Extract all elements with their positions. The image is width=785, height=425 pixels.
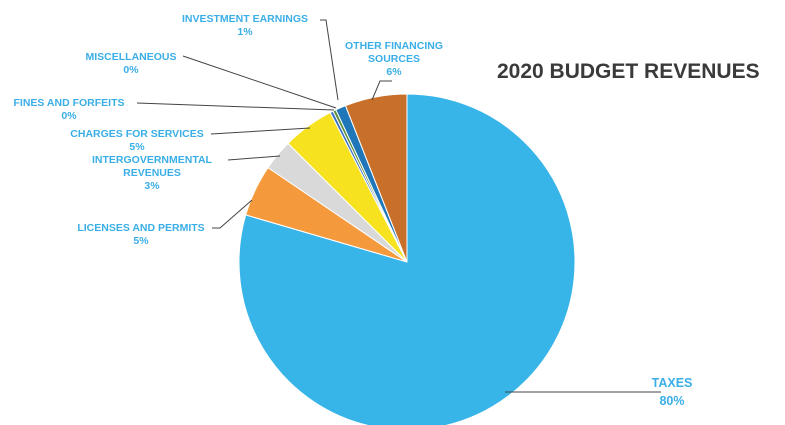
- slice-value-charges-for-services: 5%: [129, 141, 145, 153]
- pie-slice-taxes: [238, 93, 576, 425]
- slice-value-investment-earnings: 1%: [237, 26, 253, 38]
- leader-line-investment-earnings: [320, 19, 339, 101]
- slice-name-intergovernmental-revenues: INTERGOVERNMENTAL: [92, 154, 213, 166]
- pie-slices: [238, 93, 576, 425]
- leader-line-licenses-and-permits: [212, 199, 253, 229]
- slice-name-charges-for-services: CHARGES FOR SERVICES: [70, 128, 203, 140]
- slice-label-charges-for-services: CHARGES FOR SERVICES 5%: [70, 128, 203, 153]
- slice-name-intergovernmental-revenues: REVENUES: [123, 167, 181, 179]
- slice-label-investment-earnings: INVESTMENT EARNINGS 1%: [182, 13, 308, 38]
- slice-name-fines-and-forfeits: FINES AND FORFEITS: [13, 97, 124, 109]
- leader-line-miscellaneous: [182, 55, 337, 109]
- slice-value-licenses-and-permits: 5%: [133, 235, 149, 247]
- slice-name-licenses-and-permits: LICENSES AND PERMITS: [77, 222, 204, 234]
- chart-title: 2020 BUDGET REVENUES: [497, 60, 760, 83]
- slice-name-investment-earnings: INVESTMENT EARNINGS: [182, 13, 308, 25]
- leader-line-charges-for-services: [210, 127, 311, 135]
- leader-line-intergovernmental-revenues: [227, 155, 281, 161]
- slice-name-taxes: TAXES: [652, 376, 693, 390]
- slice-name-other-financing-sources: OTHER FINANCING: [345, 40, 443, 52]
- slice-label-fines-and-forfeits: FINES AND FORFEITS 0%: [13, 97, 124, 122]
- slice-label-taxes: TAXES 80%: [652, 376, 693, 408]
- slice-label-licenses-and-permits: LICENSES AND PERMITS 5%: [77, 222, 204, 247]
- slice-value-other-financing-sources: 6%: [386, 66, 402, 78]
- slice-label-intergovernmental-revenues: INTERGOVERNMENTAL REVENUES 3%: [92, 154, 213, 192]
- slice-label-miscellaneous: MISCELLANEOUS 0%: [85, 51, 176, 76]
- leader-line-fines-and-forfeits: [136, 102, 335, 111]
- leader-line-other-financing-sources: [371, 80, 392, 101]
- slice-label-other-financing-sources: OTHER FINANCING SOURCES 6%: [345, 40, 443, 78]
- slice-name-miscellaneous: MISCELLANEOUS: [85, 51, 176, 63]
- slice-labels: TAXES 80%LICENSES AND PERMITS 5%INTERGOVER…: [13, 13, 692, 408]
- pie-slice-other-financing-sources: [344, 93, 408, 263]
- slice-value-miscellaneous: 0%: [123, 64, 139, 76]
- slice-value-intergovernmental-revenues: 3%: [144, 180, 160, 192]
- slice-value-fines-and-forfeits: 0%: [61, 110, 77, 122]
- leader-lines: [136, 19, 661, 393]
- slice-value-taxes: 80%: [659, 394, 684, 408]
- slice-name-other-financing-sources: SOURCES: [368, 53, 420, 65]
